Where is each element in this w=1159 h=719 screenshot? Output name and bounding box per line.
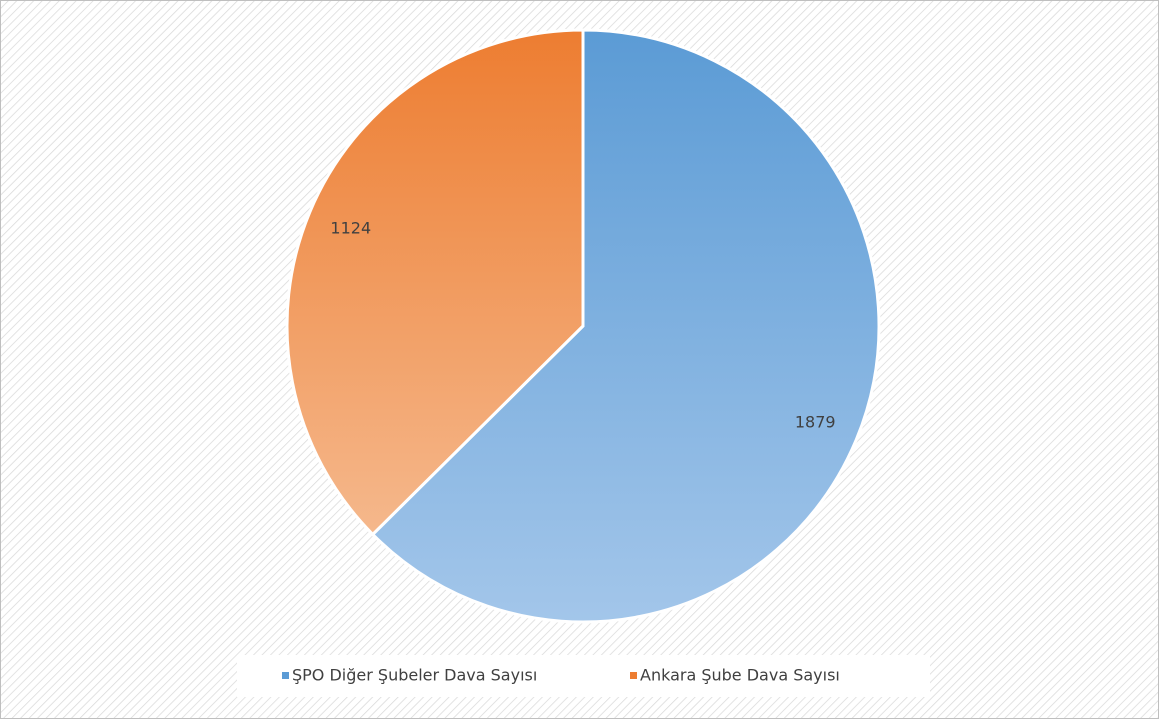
legend-marker xyxy=(630,672,637,679)
legend-marker xyxy=(282,672,289,679)
data-label: 1879 xyxy=(795,412,836,431)
data-label: 1124 xyxy=(330,219,371,238)
legend-label: ŞPO Diğer Şubeler Dava Sayısı xyxy=(292,666,537,685)
legend-box xyxy=(237,655,930,697)
legend-label: Ankara Şube Dava Sayısı xyxy=(640,666,840,685)
pie-slice xyxy=(370,28,881,624)
pie-slice xyxy=(285,28,585,537)
